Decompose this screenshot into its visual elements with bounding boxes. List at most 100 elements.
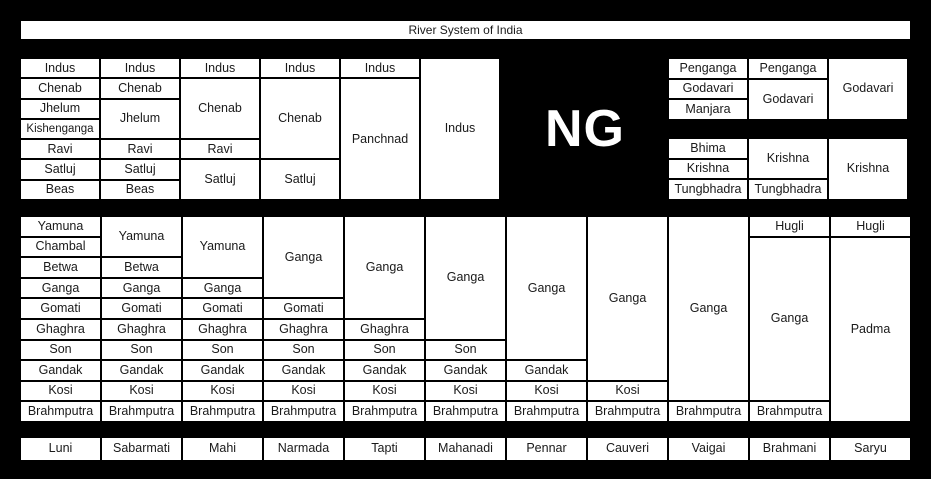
river-cell: Gandak (182, 360, 263, 381)
river-cell: Hugli (749, 216, 830, 237)
river-cell: Gandak (101, 360, 182, 381)
river-cell: Penganga (668, 58, 748, 79)
river-cell: Kosi (101, 380, 182, 402)
river-cell: Kishenganga (20, 118, 100, 140)
river-cell: Jhelum (100, 98, 180, 140)
river-cell: Yamuna (20, 216, 101, 237)
river-cell: Mahanadi (425, 437, 506, 461)
river-cell: Son (425, 339, 506, 361)
river-cell: Vaigai (668, 437, 749, 461)
river-cell: Chambal (20, 236, 101, 258)
river-cell: Godavari (828, 58, 908, 120)
river-cell: Kosi (506, 380, 587, 402)
river-cell: Ganga (344, 216, 425, 319)
river-cell: Brahmputra (101, 401, 182, 422)
river-cell: Panchnad (340, 78, 420, 200)
river-cell: Jhelum (20, 98, 100, 119)
river-cell: Tungbhadra (668, 179, 748, 200)
river-cell: Kosi (263, 380, 344, 402)
river-cell: Gandak (20, 360, 101, 381)
river-cell: Tapti (344, 437, 425, 461)
ng-logo-text: NG (545, 100, 625, 158)
river-cell: Ghaghra (101, 318, 182, 340)
river-cell: Ghaghra (20, 318, 101, 340)
river-cell: Hugli (830, 216, 911, 237)
river-cell: Kosi (587, 380, 668, 402)
river-cell: Brahmputra (587, 401, 668, 422)
river-cell: Indus (20, 58, 100, 79)
other-rivers-row: Luni Sabarmati Mahi Narmada Tapti Mahanadi Pen… (20, 437, 911, 461)
river-cell: Saryu (830, 437, 911, 461)
river-cell: Ganga (668, 216, 749, 402)
river-cell: Bhima (668, 138, 748, 159)
river-cell: Brahmputra (425, 401, 506, 422)
river-cell: Betwa (20, 257, 101, 278)
river-cell: Yamuna (182, 216, 263, 278)
river-cell: Gomati (101, 298, 182, 319)
river-cell: Ravi (20, 139, 100, 160)
indus-river-table: Indus Chenab Jhelum Kishenganga Ravi Satluj Be… (20, 58, 500, 200)
ng-logo: NG (510, 58, 660, 200)
river-cell: Tungbhadra (748, 179, 828, 200)
river-cell: Ganga (425, 216, 506, 340)
river-cell: Manjara (668, 99, 748, 120)
river-cell: Son (182, 339, 263, 361)
river-cell: Sabarmati (101, 437, 182, 461)
river-cell: Pennar (506, 437, 587, 461)
river-cell: Ganga (182, 277, 263, 299)
river-cell: Narmada (263, 437, 344, 461)
river-cell: Kosi (425, 380, 506, 402)
river-cell: Ganga (20, 277, 101, 299)
river-cell: Chenab (260, 78, 340, 160)
river-cell: Gomati (263, 298, 344, 319)
river-cell: Ravi (100, 139, 180, 160)
river-cell: Satluj (180, 159, 260, 200)
river-cell: Yamuna (101, 216, 182, 258)
river-cell: Krishna (668, 158, 748, 180)
godavari-river-table: Penganga Godavari Manjara Penganga Godavari G… (668, 58, 908, 120)
river-cell: Satluj (100, 159, 180, 180)
river-cell: Indus (100, 58, 180, 79)
ganga-river-table: Yamuna Chambal Betwa Ganga Gomati Ghaghra Son G… (20, 216, 911, 422)
river-cell: Luni (20, 437, 101, 461)
krishna-river-table: Bhima Krishna Tungbhadra Krishna Tungbhadra K… (668, 138, 908, 200)
river-cell: Krishna (828, 138, 908, 200)
river-cell: Gandak (425, 360, 506, 381)
river-cell: Ganga (587, 216, 668, 381)
river-cell: Gomati (182, 298, 263, 319)
page-title: River System of India (20, 20, 911, 40)
river-cell: Brahmputra (20, 401, 101, 422)
river-cell: Brahmputra (182, 401, 263, 422)
river-cell: Godavari (748, 78, 828, 120)
river-cell: Indus (260, 58, 340, 79)
river-cell: Gomati (20, 298, 101, 319)
river-cell: Brahmputra (344, 401, 425, 422)
river-cell: Brahmputra (263, 401, 344, 422)
river-cell: Padma (830, 236, 911, 422)
river-cell: Indus (340, 58, 420, 79)
river-cell: Kosi (344, 380, 425, 402)
river-cell: Kosi (182, 380, 263, 402)
river-cell: Brahmputra (668, 401, 749, 422)
river-cell: Godavari (668, 78, 748, 100)
river-cell: Betwa (101, 257, 182, 278)
river-cell: Krishna (748, 138, 828, 180)
river-cell: Ghaghra (263, 318, 344, 340)
river-cell: Brahmputra (506, 401, 587, 422)
river-cell: Son (101, 339, 182, 361)
river-cell: Son (263, 339, 344, 361)
river-cell: Son (20, 339, 101, 361)
river-cell: Indus (180, 58, 260, 79)
river-cell: Ravi (180, 139, 260, 160)
river-cell: Cauveri (587, 437, 668, 461)
river-cell: Ganga (263, 216, 344, 299)
river-cell: Chenab (100, 78, 180, 99)
river-cell: Ghaghra (182, 318, 263, 340)
river-cell: Ghaghra (344, 318, 425, 340)
river-cell: Son (344, 339, 425, 361)
river-cell: Gandak (506, 360, 587, 381)
river-cell: Ganga (101, 277, 182, 299)
river-cell: Gandak (344, 360, 425, 381)
river-cell: Indus (420, 58, 500, 200)
